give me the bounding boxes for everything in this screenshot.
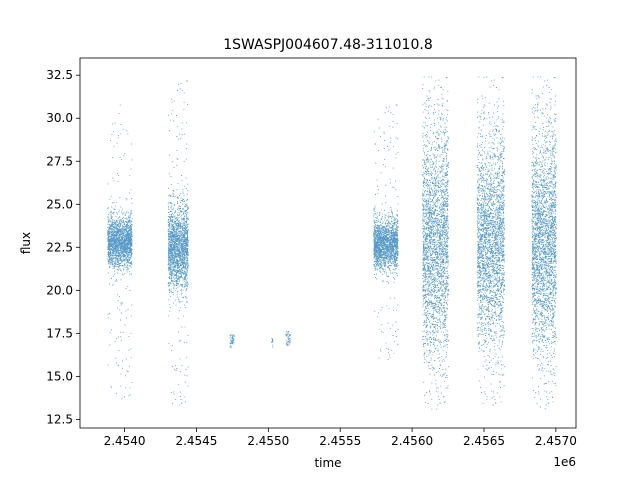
data-cluster [229,334,235,348]
data-cluster [167,80,189,406]
data-cluster [373,104,399,361]
x-axis-offset-label: 1e6 [553,455,576,469]
x-tick-label: 2.4565 [463,434,505,448]
y-tick-label: 15.0 [46,369,73,383]
y-tick-label: 17.5 [46,326,73,340]
x-tick-label: 2.4545 [175,434,217,448]
y-tick-label: 30.0 [46,111,73,125]
x-tick-label: 2.4555 [319,434,361,448]
x-tick-label: 2.4550 [247,434,289,448]
x-tick-label: 2.4540 [104,434,146,448]
data-cluster [422,76,449,410]
x-tick-label: 2.4560 [391,434,433,448]
y-tick-label: 27.5 [46,154,73,168]
x-axis-label: time [314,456,341,470]
x-tick-label: 2.4570 [535,434,577,448]
data-points [107,76,557,410]
y-axis-label: flux [19,232,33,254]
data-cluster [531,76,557,410]
axes: 2.4540 2.4545 2.4550 2.4555 2.4560 2.4565 2.45… [46,68,577,448]
y-tick-label: 32.5 [46,68,73,82]
data-cluster [476,76,505,406]
data-cluster [285,331,291,346]
data-cluster [271,338,274,348]
y-tick-label: 12.5 [46,412,73,426]
data-cluster [107,104,133,400]
chart-title: 1SWASPJ004607.48-311010.8 [223,37,432,53]
y-tick-label: 25.0 [46,197,73,211]
plot-frame [79,57,577,429]
y-tick-label: 22.5 [46,240,73,254]
y-tick-label: 20.0 [46,283,73,297]
